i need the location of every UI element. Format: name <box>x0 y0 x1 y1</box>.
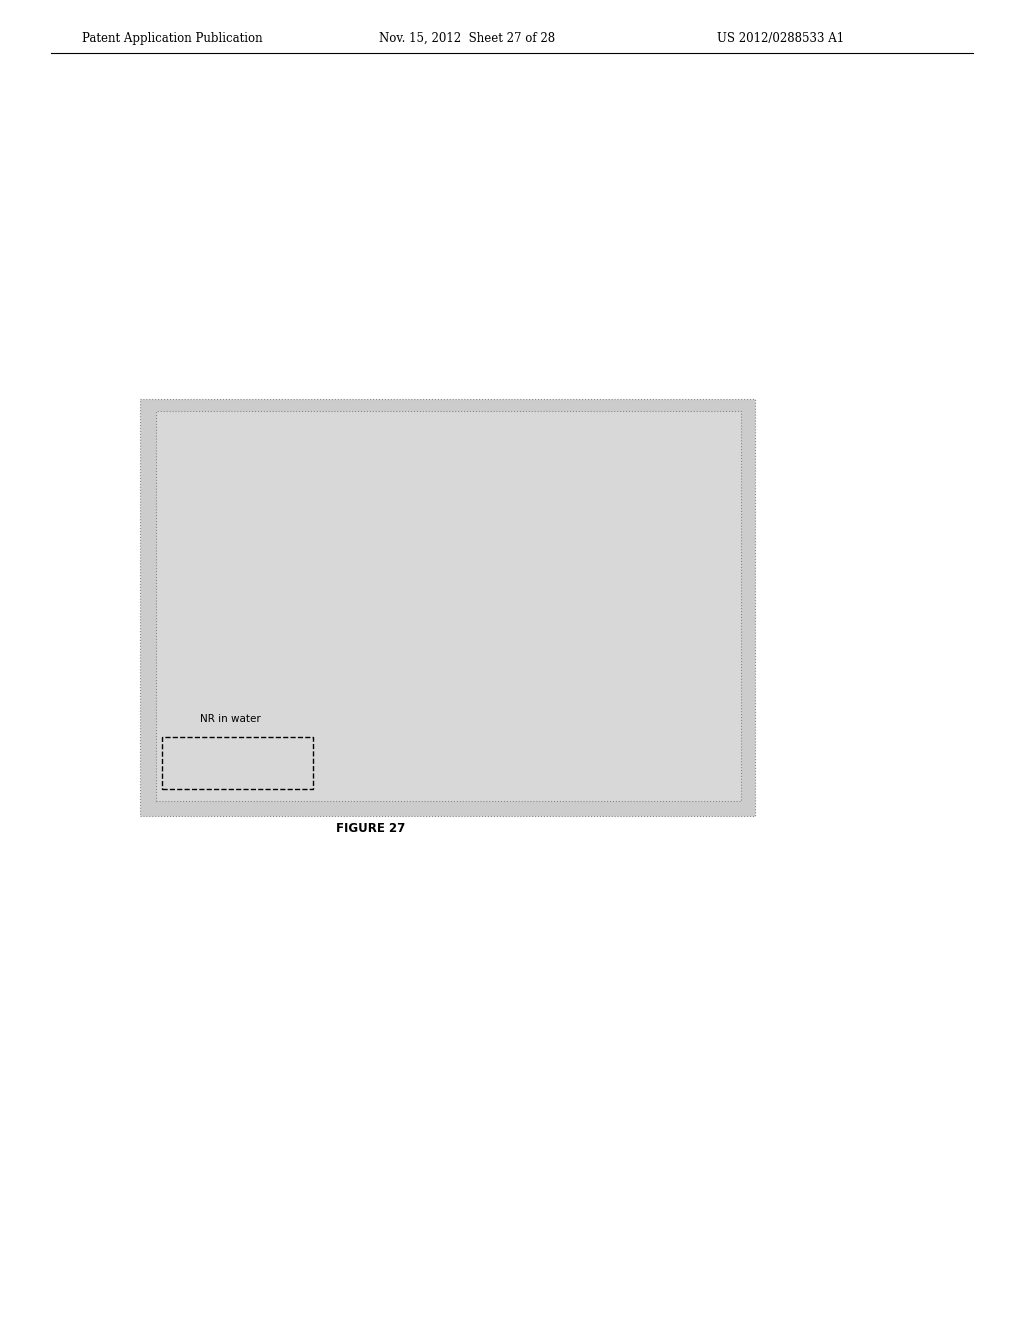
Text: NR in water: NR in water <box>200 714 261 725</box>
Text: Added NR
(mg/ml): Added NR (mg/ml) <box>539 579 587 601</box>
Text: Patent Application Publication: Patent Application Publication <box>82 32 262 45</box>
Bar <box>507 444 618 710</box>
Bar <box>354 475 466 710</box>
Text: US 2012/0288533 A1: US 2012/0288533 A1 <box>717 32 844 45</box>
Text: NR
adsorbed
to glass: NR adsorbed to glass <box>387 595 432 628</box>
Text: FIGURE 27: FIGURE 27 <box>336 822 406 836</box>
Text: Nov. 15, 2012  Sheet 27 of 28: Nov. 15, 2012 Sheet 27 of 28 <box>379 32 555 45</box>
